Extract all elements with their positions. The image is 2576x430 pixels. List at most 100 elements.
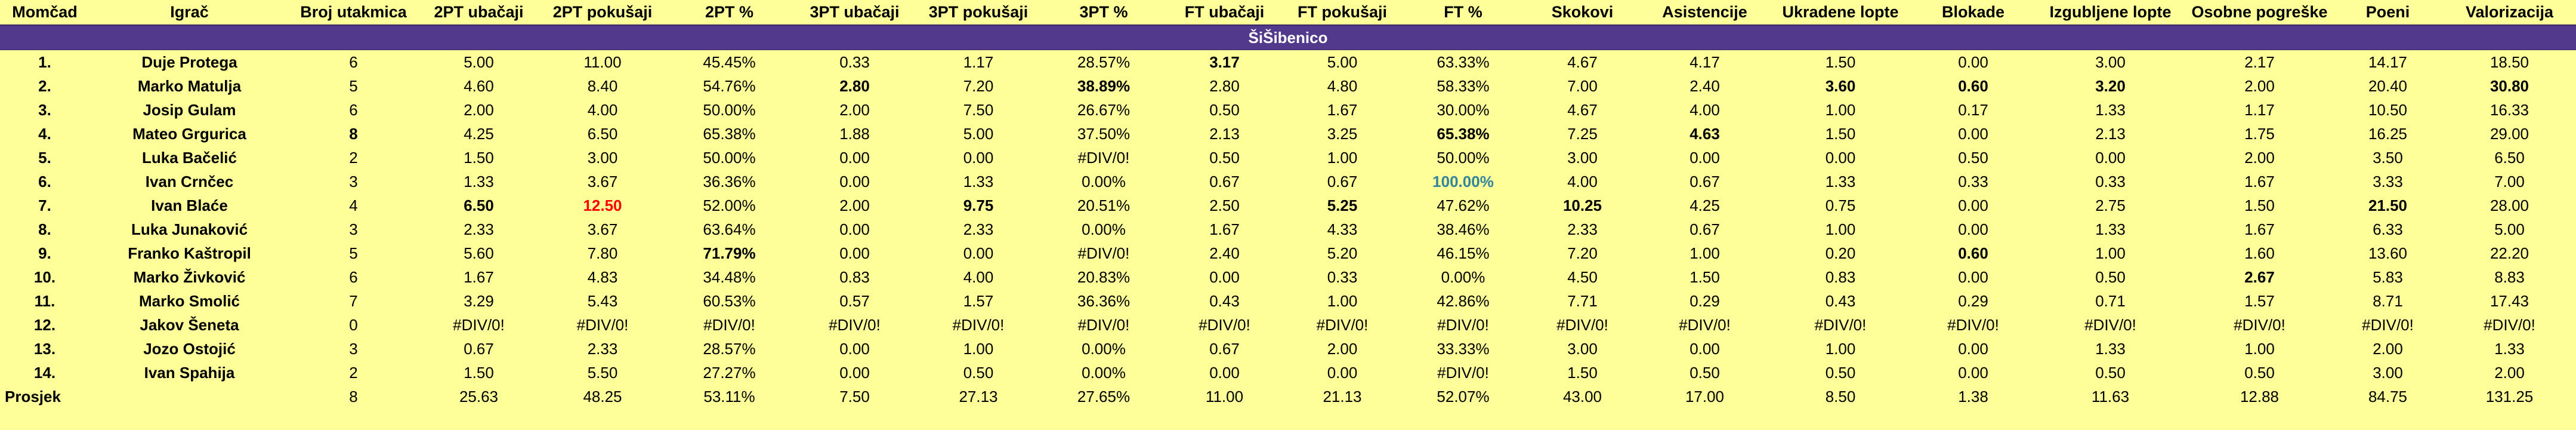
stat-cell[interactable]: #DIV/0! — [2084, 315, 2136, 334]
rank-cell[interactable]: 5. — [38, 148, 51, 167]
column-header-10[interactable]: FT ubačaji — [1184, 3, 1265, 21]
stat-cell[interactable]: 2.75 — [2095, 196, 2126, 214]
stat-cell[interactable]: #DIV/0! — [1437, 363, 1489, 382]
stat-cell[interactable]: 27.65% — [1077, 387, 1131, 406]
stat-cell[interactable]: 11.00 — [583, 53, 622, 71]
column-header-1[interactable]: Momčad — [12, 3, 78, 21]
stat-cell[interactable]: 1.33 — [1825, 172, 1856, 191]
stat-cell[interactable]: 1.60 — [2244, 244, 2275, 262]
stat-cell[interactable]: 26.67% — [1077, 100, 1131, 119]
rank-cell[interactable]: 2. — [38, 76, 51, 95]
stat-cell[interactable]: 20.40 — [2368, 76, 2408, 95]
stat-cell[interactable]: 2.00 — [2494, 363, 2525, 382]
stat-cell[interactable]: 4.60 — [464, 76, 494, 95]
player-name-cell[interactable]: Mateo Grgurica — [132, 124, 246, 143]
stat-cell[interactable]: 21.13 — [1323, 387, 1362, 406]
stat-cell[interactable]: 2.00 — [839, 196, 870, 214]
stat-cell[interactable]: 11.00 — [1205, 387, 1244, 406]
stat-cell[interactable]: 1.17 — [963, 53, 994, 71]
stat-cell[interactable]: 4 — [349, 196, 358, 214]
stat-cell[interactable]: 2.33 — [1567, 220, 1598, 238]
column-header-19[interactable]: Poeni — [2365, 3, 2410, 21]
stat-cell[interactable]: 0.67 — [464, 339, 494, 358]
rank-cell[interactable]: 8. — [38, 220, 51, 238]
player-name-cell[interactable]: Ivan Spahija — [144, 363, 235, 382]
stat-cell[interactable]: 0.67 — [1209, 339, 1240, 358]
column-header-8[interactable]: 3PT pokušaji — [928, 3, 1028, 21]
stat-cell[interactable]: 1.00 — [963, 339, 994, 358]
stat-cell[interactable]: #DIV/0! — [1316, 315, 1369, 334]
stat-cell[interactable]: 21.50 — [2368, 196, 2408, 214]
stat-cell[interactable]: 0.71 — [2095, 291, 2126, 310]
stat-cell[interactable]: 3.00 — [1567, 148, 1598, 167]
stat-cell[interactable]: 7.00 — [1567, 76, 1598, 95]
stat-cell[interactable]: 1.50 — [2244, 196, 2275, 214]
column-header-14[interactable]: Asistencije — [1662, 3, 1747, 21]
stat-cell[interactable]: 4.00 — [587, 100, 618, 119]
stat-cell[interactable]: 2.50 — [1209, 196, 1240, 214]
stat-cell[interactable]: 0.00 — [1958, 268, 1988, 286]
stat-cell[interactable]: 3.25 — [1327, 124, 1358, 143]
stat-cell[interactable]: 7.00 — [2494, 172, 2525, 191]
stat-cell[interactable]: #DIV/0! — [576, 315, 629, 334]
stat-cell[interactable]: 1.75 — [2244, 124, 2275, 143]
stat-cell[interactable]: 1.67 — [1209, 220, 1240, 238]
stat-cell[interactable]: 0.00 — [839, 244, 870, 262]
stat-cell[interactable]: 8.83 — [2494, 268, 2525, 286]
rank-cell[interactable]: 13. — [33, 339, 56, 358]
stat-cell[interactable]: 7.71 — [1567, 291, 1598, 310]
stat-cell[interactable]: 4.17 — [1689, 53, 1720, 71]
player-name-cell[interactable]: Jozo Ostojić — [143, 339, 236, 358]
stat-cell[interactable]: 0.00% — [1082, 220, 1126, 238]
stat-cell[interactable]: 7.80 — [587, 244, 618, 262]
stat-cell[interactable]: 1.50 — [1567, 363, 1598, 382]
stat-cell[interactable]: 14.17 — [2368, 53, 2408, 71]
stat-cell[interactable]: 0.17 — [1958, 100, 1988, 119]
player-name-cell[interactable]: Marko Matulja — [137, 76, 242, 95]
stat-cell[interactable]: 8 — [349, 387, 358, 406]
stat-cell[interactable]: 3.29 — [464, 291, 494, 310]
stat-cell[interactable]: 37.50% — [1077, 124, 1131, 143]
stat-cell[interactable]: 33.33% — [1437, 339, 1490, 358]
stat-cell[interactable]: 3.00 — [587, 148, 618, 167]
stat-cell[interactable]: 0.00 — [963, 148, 994, 167]
stat-cell[interactable]: 1.33 — [2095, 100, 2126, 119]
stat-cell[interactable]: 63.64% — [703, 220, 756, 238]
stat-cell[interactable]: 0.00 — [1825, 148, 1856, 167]
stat-cell[interactable]: 0.67 — [1689, 220, 1720, 238]
stat-cell[interactable]: 38.89% — [1077, 76, 1131, 95]
stat-cell[interactable]: 1.00 — [1825, 220, 1856, 238]
stat-cell[interactable]: 0.00% — [1082, 363, 1126, 382]
stat-cell[interactable]: 2.80 — [839, 76, 870, 95]
stat-cell[interactable]: 1.38 — [1958, 387, 1988, 406]
stat-cell[interactable]: 2.13 — [2095, 124, 2126, 143]
stat-cell[interactable]: 1.50 — [1689, 268, 1720, 286]
stat-cell[interactable]: 29.00 — [2489, 124, 2529, 143]
stat-cell[interactable]: 13.60 — [2368, 244, 2408, 262]
stat-cell[interactable]: 42.86% — [1437, 291, 1490, 310]
rank-cell[interactable]: 6. — [38, 172, 51, 191]
stat-cell[interactable]: #DIV/0! — [2484, 315, 2535, 334]
stat-cell[interactable]: 0.50 — [1209, 148, 1240, 167]
stat-cell[interactable]: 0.00% — [1441, 268, 1485, 286]
stat-cell[interactable]: 5.25 — [1327, 196, 1358, 214]
stat-cell[interactable]: 1.57 — [963, 291, 994, 310]
stat-cell[interactable]: 5.60 — [464, 244, 494, 262]
stat-cell[interactable]: 5.00 — [2494, 220, 2525, 238]
stat-cell[interactable]: 0.50 — [2095, 268, 2126, 286]
stat-cell[interactable]: 38.46% — [1437, 220, 1490, 238]
stat-cell[interactable]: #DIV/0! — [1556, 315, 1608, 334]
stat-cell[interactable]: 2.40 — [1209, 244, 1240, 262]
stat-cell[interactable]: 0.00 — [1958, 124, 1988, 143]
stat-cell[interactable]: 2.17 — [2244, 53, 2275, 71]
stat-cell[interactable]: 6 — [349, 53, 358, 71]
stat-cell[interactable]: 0.00 — [1327, 363, 1358, 382]
stat-cell[interactable]: 5.00 — [1327, 53, 1358, 71]
stat-cell[interactable]: 1.00 — [1327, 148, 1358, 167]
stat-cell[interactable]: 3 — [349, 172, 358, 191]
stat-cell[interactable]: 5.83 — [2373, 268, 2403, 286]
stat-cell[interactable]: 3.33 — [2373, 172, 2403, 191]
stat-cell[interactable]: 7.50 — [839, 387, 870, 406]
stat-cell[interactable]: 2.00 — [2373, 339, 2403, 358]
stat-cell[interactable]: 4.25 — [1689, 196, 1720, 214]
